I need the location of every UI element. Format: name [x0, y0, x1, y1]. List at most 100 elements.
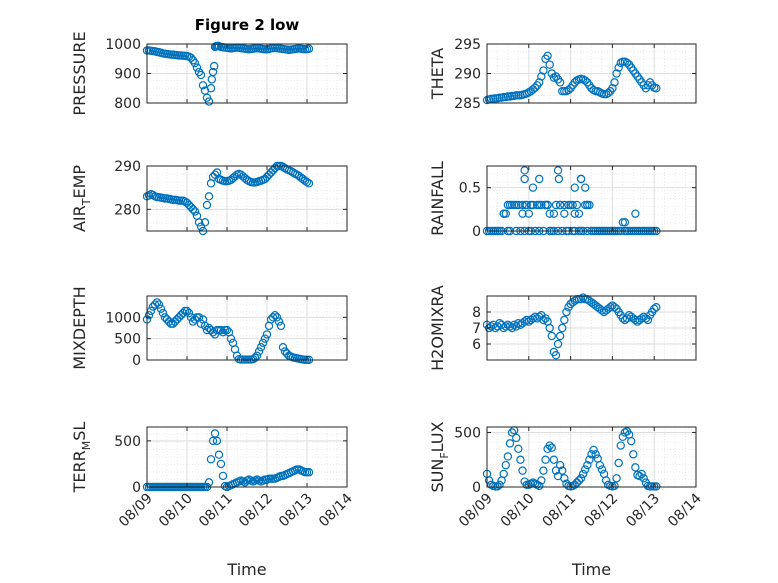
data-point: [302, 177, 312, 187]
y-axis-label-main: AIR: [70, 205, 89, 232]
data-point: [572, 200, 582, 210]
data-point: [553, 339, 563, 349]
data-point: [200, 321, 210, 331]
data-point: [507, 428, 517, 437]
data-point: [570, 296, 579, 305]
y-tick-label: 290: [114, 159, 141, 175]
y-tick-label: 500: [114, 434, 141, 450]
data-point: [545, 323, 554, 333]
y-axis-label-main: THETA: [428, 48, 447, 100]
data-point: [547, 69, 556, 78]
data-point: [555, 331, 565, 341]
data-point: [551, 200, 561, 210]
data-point: [554, 174, 564, 184]
data-point: [260, 334, 270, 343]
data-point: [512, 200, 521, 210]
data-point: [178, 308, 188, 318]
data-point: [509, 320, 519, 329]
y-axis-label: AIRTEMP: [70, 165, 93, 232]
y-axis-label-subscript: M: [80, 441, 93, 451]
data-point: [216, 459, 226, 469]
data-point: [589, 445, 598, 455]
y-axis-label-main: MIXDEPTH: [70, 286, 89, 369]
data-point: [581, 183, 590, 192]
data-point: [606, 303, 615, 312]
data-point: [614, 458, 623, 468]
data-point: [209, 61, 219, 71]
data-point: [631, 209, 640, 218]
y-tick-label: 285: [454, 96, 481, 112]
data-point: [610, 303, 619, 312]
y-axis-label: PRESSURE: [70, 31, 89, 115]
data-point: [564, 200, 573, 210]
data-series: [482, 293, 661, 360]
data-point: [616, 441, 625, 450]
data-point: [614, 63, 623, 72]
data-point: [543, 51, 552, 61]
y-axis-label-suffix: SL: [70, 422, 89, 441]
data-point: [204, 192, 214, 201]
data-point: [601, 476, 611, 485]
data-point: [555, 200, 565, 210]
y-tick-label: 0.5: [459, 181, 481, 197]
y-tick-label: 7: [472, 321, 481, 337]
y-tick-label: 290: [454, 67, 481, 83]
data-point: [520, 166, 529, 175]
subplot-air-temp: 280 290 AIRTEMP: [70, 159, 348, 236]
data-point: [190, 315, 200, 324]
data-point: [206, 84, 216, 93]
y-tick-label: 280: [114, 202, 141, 218]
subplot-rainfall: 0 0.5 RAINFALL: [428, 161, 697, 240]
data-point: [631, 315, 640, 325]
y-axis-label-main: TERR: [70, 450, 89, 493]
data-point: [530, 312, 540, 321]
data-point: [535, 174, 544, 184]
data-point: [637, 469, 646, 479]
data-point: [528, 183, 538, 192]
subplot-mixdepth: 0 500 1000 MIXDEPTH: [70, 286, 348, 370]
data-point: [555, 78, 565, 87]
data-point: [196, 70, 206, 80]
data-point: [551, 351, 561, 360]
data-point: [304, 179, 314, 188]
data-point: [514, 319, 523, 328]
data-point: [194, 218, 204, 227]
data-point: [254, 347, 264, 356]
data-point: [204, 97, 214, 106]
data-point: [560, 315, 569, 325]
data-point: [268, 313, 278, 322]
data-point: [612, 69, 621, 78]
data-series: [482, 426, 661, 491]
axes-box: [486, 165, 697, 232]
y-tick-label: 0: [472, 224, 481, 240]
data-point: [560, 474, 569, 483]
data-point: [608, 84, 617, 93]
data-point: [198, 81, 208, 90]
data-point: [144, 311, 154, 320]
y-tick-label: 0: [132, 480, 141, 496]
y-tick-label: 0: [472, 480, 481, 496]
data-point: [581, 76, 590, 85]
data-point: [591, 450, 600, 459]
data-point: [560, 209, 569, 218]
y-axis-label-main: SUN: [428, 459, 447, 493]
data-point: [627, 436, 636, 446]
data-point: [583, 200, 592, 210]
x-axis-label: Time: [226, 560, 266, 579]
data-point: [190, 58, 200, 68]
data-point: [549, 209, 559, 218]
data-point: [568, 200, 577, 210]
axes-box: [146, 165, 348, 232]
data-point: [512, 433, 521, 443]
data-series: [142, 298, 314, 364]
data-point: [276, 321, 286, 331]
data-series: [142, 41, 314, 106]
y-axis-label: THETA: [428, 48, 447, 100]
data-point: [304, 44, 314, 53]
data-point: [541, 455, 550, 464]
data-point: [188, 205, 198, 214]
data-point: [505, 200, 515, 210]
data-point: [583, 460, 592, 470]
y-axis-label-main: PRESSURE: [70, 31, 89, 115]
data-point: [518, 466, 527, 475]
